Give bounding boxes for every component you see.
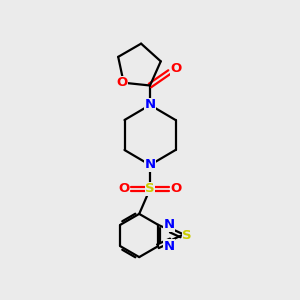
Text: S: S [145, 182, 155, 196]
Text: O: O [170, 62, 182, 76]
Text: O: O [118, 182, 130, 196]
Text: N: N [144, 98, 156, 112]
Text: N: N [144, 158, 156, 172]
Text: S: S [182, 229, 192, 242]
Text: N: N [164, 218, 175, 231]
Text: O: O [170, 182, 182, 196]
Text: O: O [117, 76, 128, 89]
Text: N: N [164, 240, 175, 253]
